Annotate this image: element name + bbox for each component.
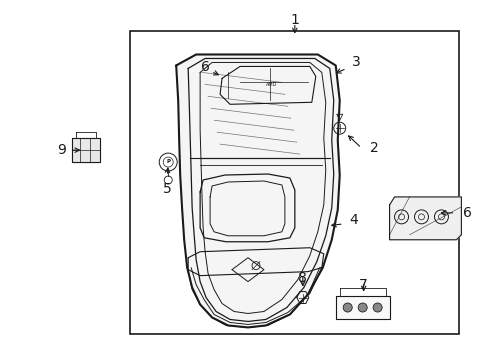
Text: 9: 9 <box>57 143 65 157</box>
Polygon shape <box>176 54 339 328</box>
Polygon shape <box>389 197 461 240</box>
Circle shape <box>343 303 351 312</box>
Text: AMD: AMD <box>265 82 277 87</box>
Bar <box>130 31 458 334</box>
Text: 1: 1 <box>290 13 299 27</box>
Circle shape <box>357 303 366 312</box>
Polygon shape <box>72 138 100 162</box>
Circle shape <box>372 303 381 312</box>
Text: 7: 7 <box>359 278 367 292</box>
Text: 8: 8 <box>298 271 306 285</box>
Text: 6: 6 <box>463 206 471 220</box>
Polygon shape <box>335 296 389 319</box>
Text: P: P <box>166 158 170 163</box>
Text: 5: 5 <box>163 182 171 196</box>
Text: 3: 3 <box>351 55 360 69</box>
Text: 4: 4 <box>349 213 358 227</box>
Text: 2: 2 <box>369 141 378 155</box>
Text: 6: 6 <box>201 60 210 75</box>
